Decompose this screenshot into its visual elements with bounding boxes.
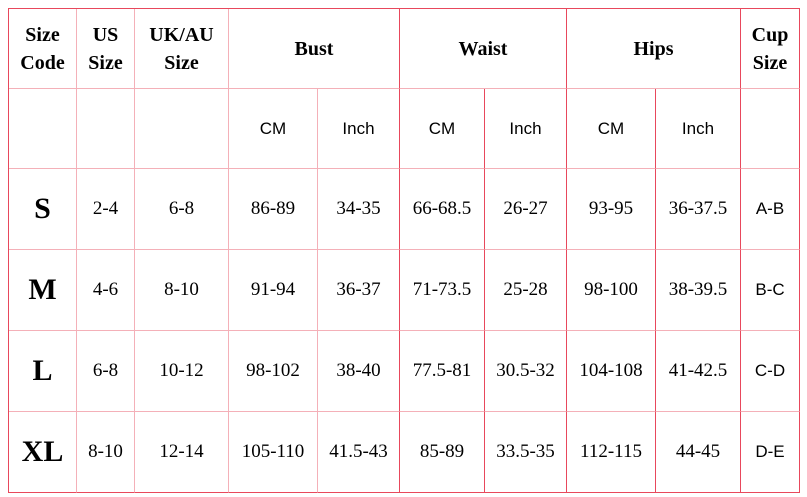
header-size-code: Size Code: [9, 9, 77, 89]
header-waist: Waist: [400, 9, 567, 89]
cell-bust-cm: 91-94: [229, 250, 318, 331]
header-bust: Bust: [229, 9, 400, 89]
cell-waist-inch: 33.5-35: [485, 412, 567, 493]
unit-waist-cm: CM: [400, 89, 485, 169]
cell-cup-size: D-E: [741, 412, 800, 493]
cell-bust-inch: 34-35: [318, 169, 400, 250]
cell-hips-cm: 93-95: [567, 169, 656, 250]
cell-hips-inch: 38-39.5: [656, 250, 741, 331]
header-row: Size Code US Size UK/AU Size Bust Waist …: [9, 9, 800, 89]
table-row: S 2-4 6-8 86-89 34-35 66-68.5 26-27 93-95 36-37.…: [9, 169, 800, 250]
cell-size-code: L: [9, 331, 77, 412]
cell-bust-cm: 86-89: [229, 169, 318, 250]
size-chart-table: Size Code US Size UK/AU Size Bust Waist …: [8, 8, 800, 493]
unit-waist-inch: Inch: [485, 89, 567, 169]
header-hips: Hips: [567, 9, 741, 89]
cell-bust-cm: 98-102: [229, 331, 318, 412]
cell-uk-au-size: 6-8: [135, 169, 229, 250]
empty-cell: [9, 89, 77, 169]
cell-cup-size: C-D: [741, 331, 800, 412]
header-us-size: US Size: [77, 9, 135, 89]
units-row: CM Inch CM Inch CM Inch: [9, 89, 800, 169]
table-row: XL 8-10 12-14 105-110 41.5-43 85-89 33.5-35 112…: [9, 412, 800, 493]
cell-us-size: 2-4: [77, 169, 135, 250]
cell-size-code: M: [9, 250, 77, 331]
cell-waist-inch: 25-28: [485, 250, 567, 331]
empty-cell: [741, 89, 800, 169]
cell-bust-inch: 41.5-43: [318, 412, 400, 493]
cell-hips-inch: 44-45: [656, 412, 741, 493]
cell-hips-cm: 104-108: [567, 331, 656, 412]
empty-cell: [77, 89, 135, 169]
cell-hips-cm: 98-100: [567, 250, 656, 331]
cell-uk-au-size: 10-12: [135, 331, 229, 412]
cell-waist-inch: 26-27: [485, 169, 567, 250]
header-cup-size: Cup Size: [741, 9, 800, 89]
cell-bust-inch: 36-37: [318, 250, 400, 331]
cell-us-size: 8-10: [77, 412, 135, 493]
cell-uk-au-size: 8-10: [135, 250, 229, 331]
cell-bust-cm: 105-110: [229, 412, 318, 493]
cell-hips-inch: 36-37.5: [656, 169, 741, 250]
cell-hips-cm: 112-115: [567, 412, 656, 493]
cell-uk-au-size: 12-14: [135, 412, 229, 493]
unit-bust-cm: CM: [229, 89, 318, 169]
cell-size-code: S: [9, 169, 77, 250]
header-uk-au-size: UK/AU Size: [135, 9, 229, 89]
cell-hips-inch: 41-42.5: [656, 331, 741, 412]
unit-bust-inch: Inch: [318, 89, 400, 169]
cell-waist-cm: 71-73.5: [400, 250, 485, 331]
cell-waist-cm: 66-68.5: [400, 169, 485, 250]
cell-waist-inch: 30.5-32: [485, 331, 567, 412]
empty-cell: [135, 89, 229, 169]
cell-us-size: 4-6: [77, 250, 135, 331]
cell-bust-inch: 38-40: [318, 331, 400, 412]
unit-hips-cm: CM: [567, 89, 656, 169]
cell-size-code: XL: [9, 412, 77, 493]
cell-cup-size: B-C: [741, 250, 800, 331]
cell-us-size: 6-8: [77, 331, 135, 412]
table-row: L 6-8 10-12 98-102 38-40 77.5-81 30.5-32 104-10…: [9, 331, 800, 412]
cell-cup-size: A-B: [741, 169, 800, 250]
cell-waist-cm: 85-89: [400, 412, 485, 493]
cell-waist-cm: 77.5-81: [400, 331, 485, 412]
unit-hips-inch: Inch: [656, 89, 741, 169]
table-row: M 4-6 8-10 91-94 36-37 71-73.5 25-28 98-100 38-3…: [9, 250, 800, 331]
